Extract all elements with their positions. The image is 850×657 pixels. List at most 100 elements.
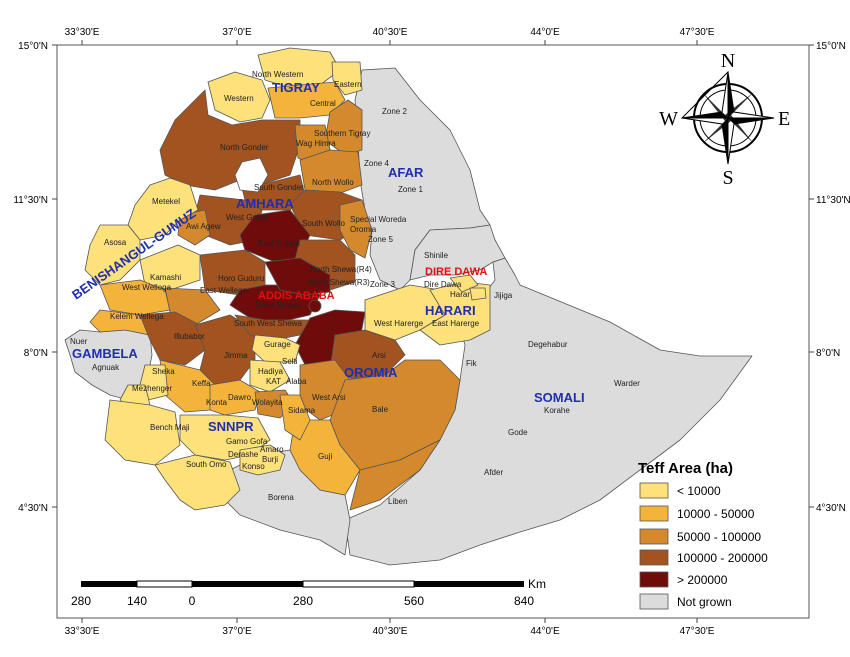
zone-label: Amaro (260, 445, 284, 454)
snnpr-bench-maji (104, 399, 181, 466)
zone-label: Warder (614, 379, 640, 388)
tick-label: 15°0'N (816, 41, 846, 52)
zone-label: Harar (450, 290, 470, 299)
right-tick-labels: 15°0'N 11°30'N 8°0'N 4°30'N (816, 41, 850, 514)
legend-swatch (639, 593, 669, 610)
legend-label: 10000 - 50000 (677, 507, 755, 521)
tick-label: 33°30'E (65, 626, 100, 637)
zone-label: West Arsi (312, 393, 346, 402)
zone-label: Asosa (104, 238, 127, 247)
tick-label: 8°0'N (24, 348, 48, 359)
zone-label: Bale (372, 405, 389, 414)
legend-label: < 10000 (677, 484, 721, 498)
legend-label: 100000 - 200000 (677, 551, 768, 565)
zone-label: Dawro (228, 393, 252, 402)
zone-label: East Wellega (200, 286, 248, 295)
harari-zone (469, 287, 487, 301)
zone-label: South Omo (186, 460, 227, 469)
benishangul-metekel (127, 177, 199, 241)
region-label-dire-dawa: DIRE DAWA (425, 266, 487, 278)
zone-label: Horo Guduru (218, 274, 264, 283)
region-label-tigray: TIGRAY (272, 80, 320, 95)
zone-label: Jijiga (494, 291, 513, 300)
legend-swatch (639, 528, 669, 545)
tick-label: 4°30'N (18, 503, 48, 514)
scale-seg (414, 581, 524, 587)
scale-seg (136, 580, 193, 588)
zone-label: South Wollo (302, 219, 346, 228)
region-label-harari: HARARI (425, 303, 476, 318)
zone-label: South West Shewa (234, 319, 302, 328)
tick-label: 11°30'N (13, 195, 48, 206)
compass-east: E (778, 108, 790, 130)
scale-seg (81, 581, 137, 587)
zone-label: Special Woreda (350, 215, 407, 224)
zone-label: Afder (484, 468, 503, 477)
zone-label: Zone 4 (364, 159, 389, 168)
zone-label: Illubabor (174, 332, 205, 341)
region-label-somali: SOMALI (534, 390, 585, 405)
zone-label: West Shewa (256, 301, 301, 310)
scale-seg (302, 580, 415, 588)
legend-swatch (639, 571, 669, 588)
zone-label: Southern Tigray (314, 129, 370, 138)
amhara-special-woreda (339, 199, 373, 259)
amhara-north-wollo (299, 149, 363, 196)
snnpr-derashe-konso (239, 444, 286, 476)
zone-label: Zone 2 (382, 107, 407, 116)
zone-label: Eastern (334, 80, 362, 89)
amhara-awi (177, 209, 211, 246)
benishangul-asosa (84, 224, 141, 286)
tick-label: 4°30'N (816, 503, 846, 514)
scale-label: 140 (127, 594, 147, 608)
tick-label: 44°0'E (530, 626, 560, 637)
left-tick-labels: 15°0'N 11°30'N 8°0'N 4°30'N (13, 41, 48, 514)
oromia-west-shewa (229, 284, 321, 323)
lake-tana (234, 157, 269, 193)
zone-label: Oromia (350, 225, 377, 234)
compass-diagonals (702, 92, 754, 144)
scale-unit: Km (528, 577, 546, 591)
compass-star-fill (682, 72, 774, 164)
scale-label: 280 (71, 594, 91, 608)
top-tick-labels: 33°30'E 37°0'E 40°30'E 44°0'E 47°30'E (65, 27, 715, 38)
zone-label: Derashe (228, 450, 259, 459)
zones-layer (64, 47, 753, 566)
oromia-illubabor (139, 311, 206, 366)
zone-label: Bench Maji (150, 423, 190, 432)
zone-label: Selti (282, 357, 298, 366)
shinile-zone (409, 224, 506, 281)
zone-label: Awi Agew (186, 222, 221, 231)
zone-label: Borena (268, 493, 294, 502)
tick-label: 33°30'E (65, 27, 100, 38)
zone-label: Nuer (70, 337, 88, 346)
legend-swatch (639, 549, 669, 566)
zone-label: Central (310, 99, 336, 108)
graticule-ticks (52, 40, 814, 623)
tick-label: 47°30'E (680, 626, 715, 637)
region-label-gambela: GAMBELA (72, 346, 138, 361)
region-label-addis-ababa: ADDIS ABABA (258, 290, 335, 302)
zone-label: Konta (206, 398, 227, 407)
snnpr-hadiya (249, 359, 291, 393)
tick-label: 40°30'E (373, 27, 408, 38)
zone-label: Western (224, 94, 254, 103)
legend-swatch (639, 482, 669, 499)
region-label-oromia: OROMIA (344, 365, 398, 380)
zone-label: West Wellega (122, 283, 172, 292)
zone-label: Gurage (264, 340, 291, 349)
tigray-western (207, 71, 271, 123)
zone-label: Zone 5 (368, 235, 393, 244)
tick-label: 8°0'N (816, 348, 840, 359)
tick-label: 37°0'E (222, 27, 252, 38)
region-label-amhara: AMHARA (236, 196, 294, 211)
zone-label: Kelem Wellega (110, 312, 164, 321)
zone-label: Degehabur (528, 340, 568, 349)
zone-label: East Harerge (432, 319, 480, 328)
zone-label: Jimma (224, 351, 248, 360)
zone-label: West Harerge (374, 319, 424, 328)
zone-label: Guji (318, 452, 332, 461)
zone-label: Zone 1 (398, 185, 423, 194)
snnpr-sheka (139, 364, 169, 401)
